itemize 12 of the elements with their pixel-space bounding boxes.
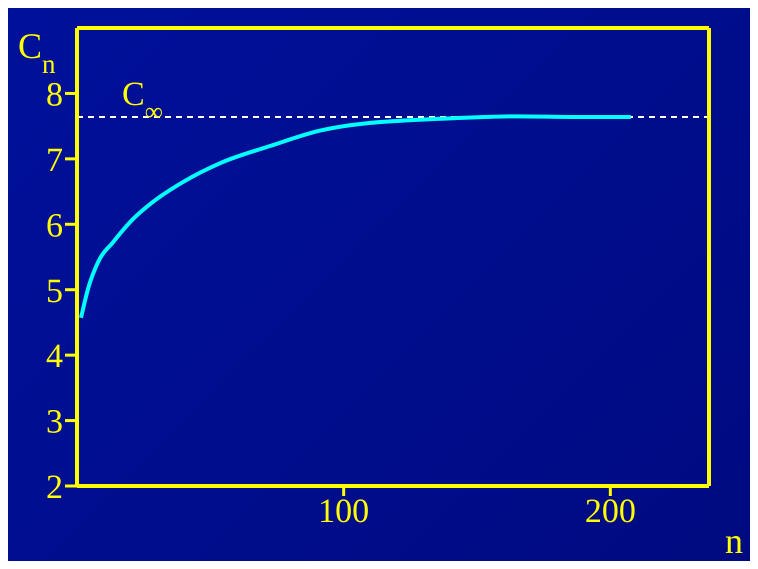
x-tick-label: 100 bbox=[318, 493, 370, 530]
y-tick-label: 6 bbox=[46, 207, 63, 244]
x-axis-title: n bbox=[725, 521, 743, 561]
y-axis-title: C$_{n}$ bbox=[18, 26, 56, 79]
y-tick-label: 8 bbox=[46, 76, 63, 114]
y-tick-label: 7 bbox=[46, 142, 63, 179]
ref-line-label: C$_{∞}$ bbox=[122, 76, 163, 126]
x-tick-label: 200 bbox=[584, 493, 636, 530]
y-tick-label: 5 bbox=[46, 272, 63, 310]
y-tick-label: 3 bbox=[46, 404, 63, 441]
y-tick-label: 2 bbox=[46, 469, 63, 506]
y-tick-label: 4 bbox=[46, 338, 63, 376]
